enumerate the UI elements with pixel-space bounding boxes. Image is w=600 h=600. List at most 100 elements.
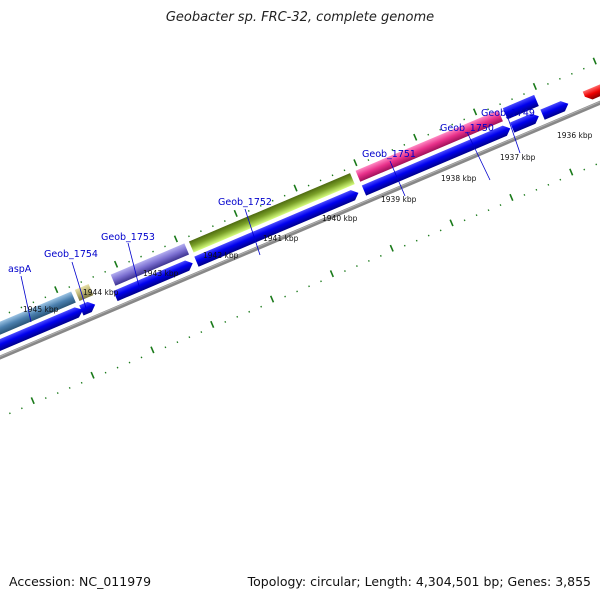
outer-major-tick: [233, 209, 238, 217]
kbp-label: 1942 kbp: [203, 251, 239, 260]
gene-label-geob-1749[interactable]: Geob_1749: [481, 108, 535, 119]
gene-label-aspA[interactable]: aspA: [8, 264, 32, 275]
outer-minor-tick: [20, 306, 23, 309]
gene-label-geob-1752[interactable]: Geob_1752: [218, 197, 272, 208]
kbp-label: 1939 kbp: [381, 195, 417, 204]
inner-minor-tick: [56, 392, 59, 394]
gene-label-geob-1751[interactable]: Geob_1751: [362, 149, 416, 160]
outer-major-tick: [54, 286, 59, 294]
outer-minor-tick: [152, 250, 154, 253]
outer-minor-tick: [140, 255, 142, 258]
gene-geob-1750-arrow[interactable]: [510, 111, 541, 133]
gene-geob-1754-feature[interactable]: [74, 284, 94, 301]
outer-minor-tick: [128, 260, 130, 263]
inner-minor-tick: [559, 178, 562, 181]
inner-minor-tick: [499, 204, 502, 207]
outer-minor-tick: [331, 174, 334, 177]
outer-minor-tick: [223, 220, 226, 223]
gene-geob-1753-feature[interactable]: [110, 243, 190, 286]
inner-minor-tick: [116, 366, 119, 369]
outer-minor-tick: [570, 72, 573, 75]
inner-minor-tick: [20, 407, 23, 410]
outer-minor-tick: [164, 245, 166, 248]
outer-minor-tick: [32, 301, 35, 304]
outer-minor-tick: [559, 77, 561, 80]
gene-aspA-feature[interactable]: [0, 291, 76, 351]
gene-geob-1751-arrow[interactable]: [361, 123, 513, 196]
gene-leader-lines: [20, 117, 521, 323]
inner-minor-tick: [236, 315, 239, 318]
inner-minor-tick: [80, 381, 83, 384]
inner-minor-tick: [176, 341, 179, 344]
inner-minor-tick: [140, 356, 143, 359]
inner-major-tick: [30, 397, 35, 405]
outer-minor-tick: [499, 103, 501, 106]
genome-summary-text: Topology: circular; Length: 4,304,501 bp…: [247, 574, 591, 589]
inner-major-tick: [90, 371, 95, 379]
outer-minor-tick: [8, 311, 11, 314]
gene-geob-1752-feature[interactable]: [188, 173, 355, 253]
gene-geob-1753-arrow[interactable]: [113, 258, 195, 302]
inner-major-tick: [210, 320, 215, 328]
inner-minor-tick: [344, 270, 346, 273]
inner-minor-tick: [164, 346, 167, 349]
outer-minor-tick: [439, 128, 442, 131]
kbp-label: 1945 kbp: [23, 305, 59, 314]
inner-minor-tick: [188, 336, 191, 339]
accession-text: Accession: NC_011979: [9, 574, 152, 589]
gene-geob-1751-feature[interactable]: [355, 110, 503, 182]
gene-geob-1749-arrow[interactable]: [540, 99, 570, 120]
outer-minor-tick: [80, 281, 83, 283]
inner-minor-tick: [523, 193, 526, 196]
gene-geob-1752-arrow[interactable]: [194, 188, 360, 267]
genome-backbone: [0, 67, 600, 384]
genome-backbone-highlight: [0, 67, 600, 382]
inner-minor-tick: [8, 412, 11, 415]
outer-major-tick: [113, 260, 119, 268]
outer-minor-tick: [68, 286, 71, 289]
map-title: Geobacter sp. FRC-32, complete genome: [165, 10, 435, 25]
kbp-label: 1943 kbp: [143, 269, 179, 278]
inner-minor-tick: [248, 310, 251, 313]
outer-minor-tick: [188, 235, 190, 238]
outer-minor-tick: [427, 133, 430, 136]
inner-minor-tick: [427, 234, 430, 237]
rrna-feature-arrow[interactable]: [582, 61, 600, 102]
outer-minor-tick: [211, 225, 214, 228]
inner-minor-tick: [356, 265, 358, 267]
inner-tick-track: [8, 163, 598, 415]
inner-major-tick: [449, 219, 454, 227]
kbp-label: 1940 kbp: [322, 214, 358, 223]
inner-minor-tick: [379, 254, 382, 257]
kbp-label: 1944 kbp: [83, 288, 119, 297]
outer-minor-tick: [547, 82, 549, 85]
gene-aspA-arrow[interactable]: [0, 305, 85, 365]
kbp-label: 1936 kbp: [557, 131, 593, 140]
inner-minor-tick: [415, 239, 418, 242]
gene-label-geob-1754[interactable]: Geob_1754: [44, 249, 98, 260]
inner-minor-tick: [487, 209, 490, 212]
inner-major-tick: [269, 295, 275, 303]
kbp-label: 1938 kbp: [441, 174, 477, 183]
outer-minor-tick: [523, 93, 525, 96]
outer-minor-tick: [259, 204, 262, 207]
kbp-label: 1937 kbp: [500, 153, 536, 162]
gene-label-geob-1753[interactable]: Geob_1753: [101, 232, 155, 243]
inner-minor-tick: [320, 280, 322, 283]
outer-minor-tick: [463, 118, 466, 121]
inner-minor-tick: [296, 290, 298, 293]
outer-major-tick: [293, 184, 298, 192]
inner-minor-tick: [104, 371, 107, 374]
outer-major-tick: [592, 57, 597, 65]
outer-minor-tick: [451, 123, 454, 126]
gene-geob-1754-arrow[interactable]: [79, 300, 97, 316]
inner-major-tick: [329, 270, 334, 278]
outer-minor-tick: [319, 179, 322, 182]
outer-minor-tick: [367, 159, 370, 162]
outer-tick-track: [8, 57, 597, 314]
gene-label-geob-1750[interactable]: Geob_1750: [440, 123, 494, 134]
inner-major-tick: [569, 168, 574, 176]
gene-geob-1750-feature[interactable]: [502, 94, 539, 120]
outer-minor-tick: [511, 98, 513, 101]
